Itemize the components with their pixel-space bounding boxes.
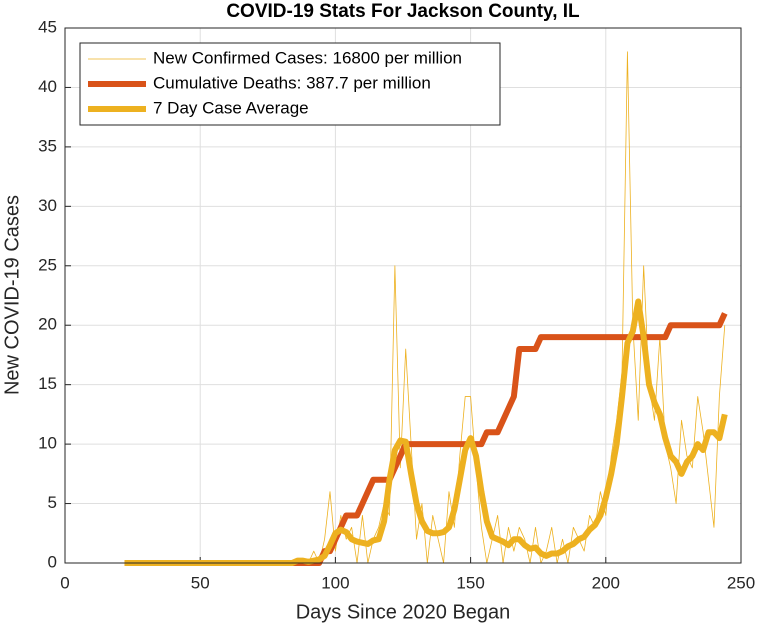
series-line [124,298,728,566]
chart-title: COVID-19 Stats For Jackson County, IL [226,1,580,22]
legend-label: New Confirmed Cases: 16800 per million [153,48,462,67]
axes-box [64,27,742,564]
x-tick-label: 150 [456,573,484,592]
plot-lines [124,51,728,566]
y-tick-label: 25 [38,255,57,274]
x-tick-label: 200 [592,573,620,592]
legend: New Confirmed Cases: 16800 per million Cu… [79,42,501,126]
legend-label: 7 Day Case Average [153,98,309,117]
x-axis-label: Days Since 2020 Began [296,601,511,623]
x-tick-label: 100 [321,573,349,592]
legend-box [79,42,501,126]
legend-label: Cumulative Deaths: 387.7 per million [153,73,431,92]
y-tick-label: 5 [48,493,57,512]
x-tick-label: 0 [60,573,69,592]
y-tick-label: 45 [38,17,57,36]
x-tick-label: 50 [191,573,210,592]
y-axis-label: New COVID-19 Cases [1,195,23,395]
y-tick-label: 35 [38,136,57,155]
y-tick-label: 0 [48,552,57,571]
y-tick-label: 15 [38,374,57,393]
y-tick-label: 30 [38,196,57,215]
y-tick-label: 10 [38,434,57,453]
y-tick-label: 40 [38,77,57,96]
x-tick-label: 250 [727,573,755,592]
y-tick-label: 20 [38,315,57,334]
